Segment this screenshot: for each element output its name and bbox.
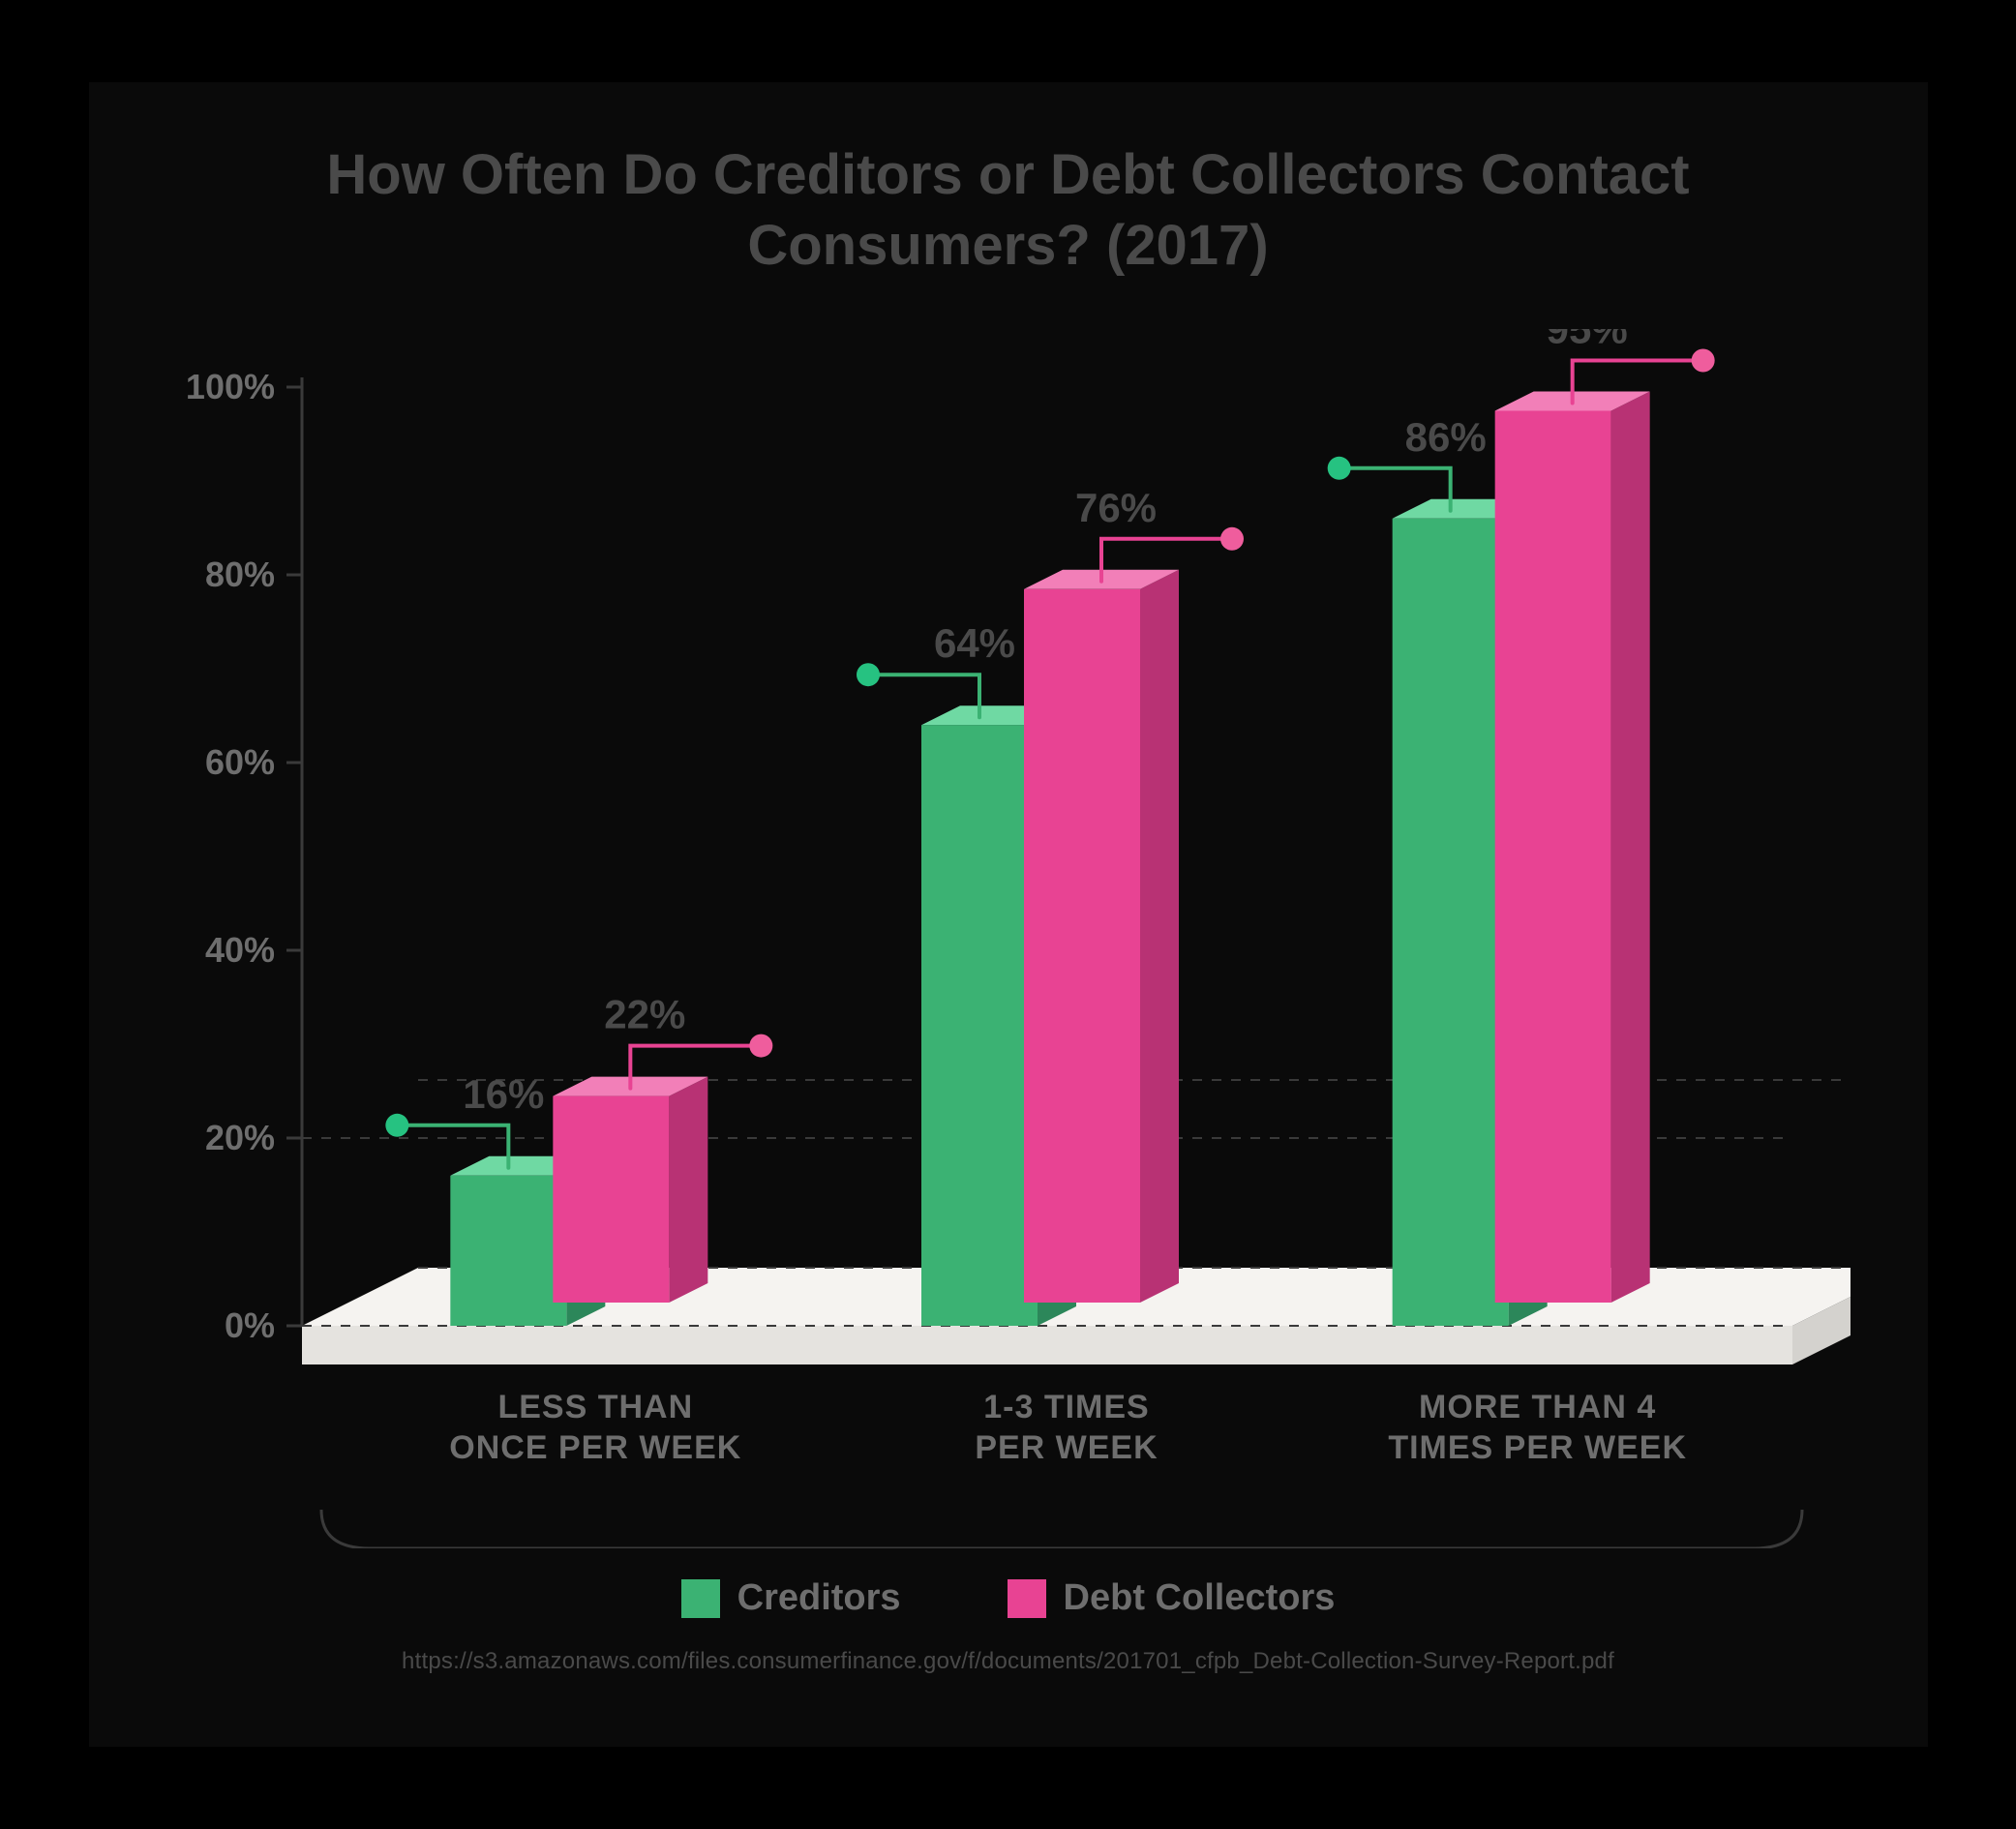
legend-item-debt-collectors: Debt Collectors xyxy=(1008,1577,1336,1619)
svg-text:76%: 76% xyxy=(1074,485,1156,530)
svg-text:0%: 0% xyxy=(224,1305,274,1345)
svg-text:22%: 22% xyxy=(604,992,685,1037)
svg-text:64%: 64% xyxy=(933,620,1014,666)
legend-swatch-creditors xyxy=(681,1579,720,1618)
svg-text:80%: 80% xyxy=(204,555,274,594)
legend-item-creditors: Creditors xyxy=(681,1577,901,1619)
svg-text:100%: 100% xyxy=(185,367,274,406)
svg-text:ONCE PER WEEK: ONCE PER WEEK xyxy=(449,1429,741,1466)
svg-text:95%: 95% xyxy=(1546,329,1627,352)
svg-text:86%: 86% xyxy=(1404,414,1486,460)
chart-title: How Often Do Creditors or Debt Collector… xyxy=(166,140,1851,281)
chart-card: How Often Do Creditors or Debt Collector… xyxy=(89,82,1928,1747)
svg-text:60%: 60% xyxy=(204,742,274,782)
svg-text:MORE THAN 4: MORE THAN 4 xyxy=(1419,1389,1656,1425)
legend: Creditors Debt Collectors xyxy=(166,1577,1851,1619)
source-link: https://s3.amazonaws.com/files.consumerf… xyxy=(166,1648,1851,1675)
svg-text:TIMES PER WEEK: TIMES PER WEEK xyxy=(1388,1429,1687,1466)
svg-text:20%: 20% xyxy=(204,1118,274,1157)
svg-text:16%: 16% xyxy=(463,1071,544,1117)
legend-label-debt-collectors: Debt Collectors xyxy=(1064,1577,1336,1619)
bar-chart-svg: 0% 20% 40% 60% 80% 100% 16% 22% 64% 76% 86% 95% LESS… xyxy=(166,329,1851,1548)
svg-text:40%: 40% xyxy=(204,930,274,970)
chart-area: 0% 20% 40% 60% 80% 100% 16% 22% 64% 76% 86% 95% LESS… xyxy=(166,329,1851,1548)
svg-text:PER WEEK: PER WEEK xyxy=(975,1429,1158,1466)
svg-text:1-3 TIMES: 1-3 TIMES xyxy=(983,1389,1149,1425)
legend-swatch-debt-collectors xyxy=(1008,1579,1046,1618)
legend-label-creditors: Creditors xyxy=(737,1577,901,1619)
svg-text:LESS THAN: LESS THAN xyxy=(497,1389,693,1425)
